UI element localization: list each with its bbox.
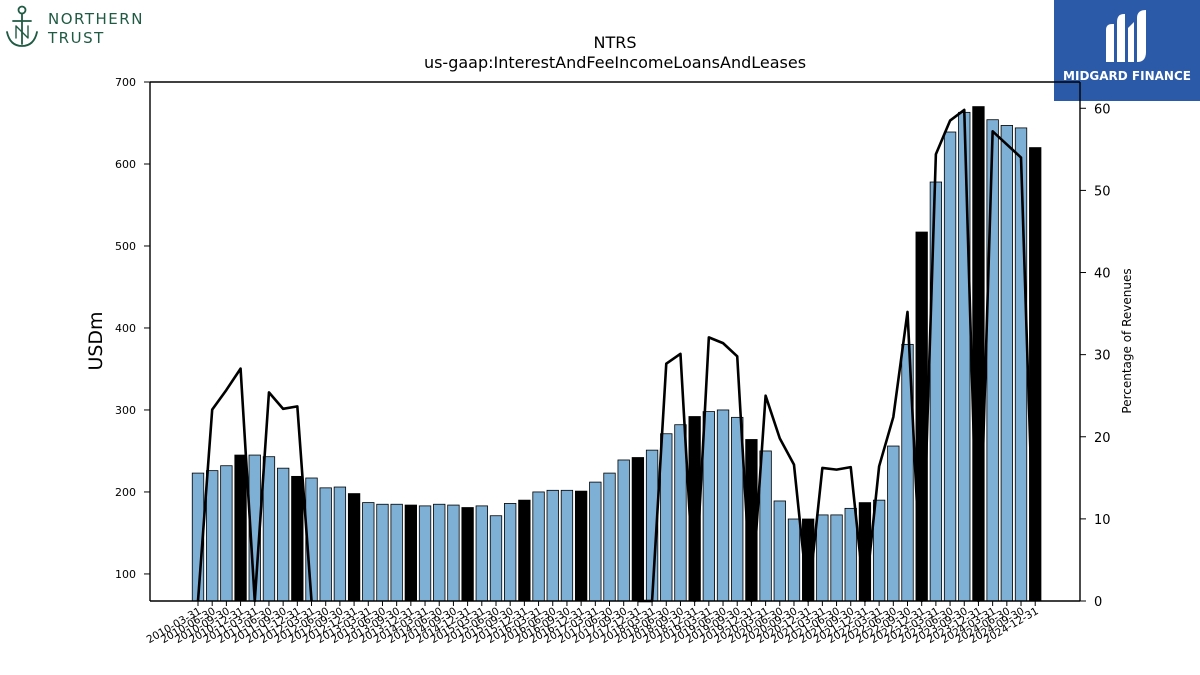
- bar-2015-12-31: [518, 499, 531, 602]
- bar-2020-06-30: [773, 500, 786, 602]
- bar-2020-09-30: [787, 518, 801, 602]
- y2-tick-label: 40: [1094, 267, 1111, 282]
- bar-2010-09-30: [220, 465, 233, 602]
- bar-2019-06-30: [716, 409, 730, 602]
- bar-2021-03-31: [816, 514, 829, 602]
- bar-2011-09-30: [276, 467, 290, 602]
- bar-2018-06-30: [660, 433, 673, 602]
- bar-2021-06-30: [830, 514, 843, 602]
- bar-2013-03-31: [362, 502, 375, 602]
- y2-axis-label: Percentage of Revenues: [1120, 268, 1134, 413]
- bar-2020-03-31: [759, 450, 772, 602]
- bar-2014-06-30: [433, 503, 446, 602]
- northern-trust-logo: NORTHERN TRUST: [4, 4, 174, 52]
- bar-2017-09-30: [617, 459, 630, 602]
- bar-2019-03-31: [702, 411, 715, 602]
- axes-group: 10020030040050060070001020304050602010-0…: [115, 76, 1111, 646]
- bar-2022-12-31: [915, 231, 928, 602]
- bar-2011-12-31: [291, 475, 304, 602]
- y2-tick-label: 0: [1094, 595, 1102, 610]
- bar-2015-09-30: [504, 503, 517, 602]
- y-axis-label: USDm: [85, 311, 107, 370]
- bar-2011-06-30: [262, 456, 276, 602]
- bar-2014-12-31: [461, 507, 474, 602]
- bar-2013-06-30: [376, 503, 389, 602]
- midgard-mark-icon: [1106, 10, 1146, 62]
- bar-2023-06-30: [943, 131, 957, 602]
- y-tick-label: 100: [115, 568, 136, 581]
- bar-2018-09-30: [674, 424, 687, 602]
- y-tick-label: 500: [115, 240, 136, 253]
- midgard-finance-logo: MIDGARD FINANCE: [1054, 0, 1200, 101]
- bar-2014-09-30: [447, 504, 460, 602]
- brand-line-1: NORTHERN: [48, 10, 144, 28]
- bars-group: [191, 106, 1042, 602]
- bar-2017-03-31: [589, 481, 602, 602]
- bar-2016-06-30: [546, 489, 559, 602]
- bar-2021-09-30: [844, 507, 857, 602]
- brand-line-2: TRUST: [48, 29, 105, 47]
- bar-2024-12-31: [1029, 147, 1042, 602]
- bar-2016-09-30: [560, 489, 574, 602]
- bar-2024-06-30: [1000, 125, 1013, 602]
- bar-2010-06-30: [206, 470, 219, 602]
- y-tick-label: 600: [115, 158, 136, 171]
- chart-subtitle: us-gaap:InterestAndFeeIncomeLoansAndLeas…: [424, 53, 806, 72]
- bar-2023-09-30: [958, 111, 971, 602]
- bar-2016-03-31: [532, 491, 545, 602]
- y2-tick-label: 30: [1094, 349, 1111, 364]
- bar-2016-12-31: [574, 490, 588, 602]
- bar-2013-12-31: [404, 504, 418, 602]
- bar-2024-09-30: [1014, 127, 1028, 602]
- y2-tick-label: 10: [1094, 513, 1111, 528]
- y2-tick-label: 60: [1094, 102, 1111, 117]
- bar-2014-03-31: [418, 505, 432, 602]
- y2-tick-label: 20: [1094, 431, 1111, 446]
- y-tick-label: 200: [115, 486, 136, 499]
- bar-2015-03-31: [475, 505, 488, 602]
- bar-2012-06-30: [319, 487, 332, 602]
- y2-tick-label: 50: [1094, 184, 1111, 199]
- bar-2017-12-31: [631, 457, 645, 602]
- bar-2024-03-31: [986, 119, 999, 602]
- chart-title: NTRS: [593, 33, 636, 52]
- bar-2012-09-30: [333, 486, 347, 602]
- y-tick-label: 700: [115, 76, 136, 89]
- bar-2010-12-31: [234, 454, 247, 602]
- bar-2022-06-30: [887, 445, 900, 602]
- bar-2013-09-30: [390, 503, 403, 602]
- bar-2015-06-30: [489, 515, 503, 602]
- bar-2012-12-31: [347, 493, 361, 602]
- y-tick-label: 400: [115, 322, 136, 335]
- bar-2023-12-31: [972, 106, 985, 602]
- anchor-icon: [6, 5, 38, 47]
- brand-name: MIDGARD FINANCE: [1063, 69, 1191, 83]
- bar-2017-06-30: [603, 472, 616, 602]
- y-tick-label: 300: [115, 404, 136, 417]
